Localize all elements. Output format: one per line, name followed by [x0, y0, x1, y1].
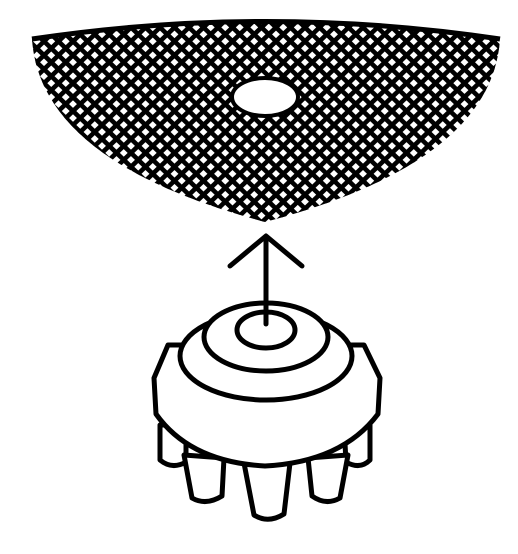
- mesh-line: [32, 21, 147, 222]
- mesh-line: [202, 21, 466, 222]
- mesh-line: [509, 0, 518, 250]
- base-leg-right: [305, 452, 351, 504]
- mesh-line: [32, 21, 162, 222]
- mesh-line: [32, 21, 205, 222]
- mesh-screen: [0, 0, 518, 250]
- mesh-line: [0, 0, 29, 250]
- mesh-line: [231, 21, 495, 222]
- mesh-line: [509, 0, 518, 250]
- spiked-base: [151, 300, 383, 522]
- mesh-line: [245, 21, 500, 222]
- mesh-line: [32, 21, 249, 222]
- mesh-center-hole: [230, 76, 300, 118]
- mesh-line: [32, 21, 118, 222]
- base-leg-center: [241, 460, 293, 522]
- mesh-screen-top-edge: [31, 19, 501, 42]
- mesh-line: [260, 21, 500, 222]
- mesh-line: [216, 21, 481, 222]
- mesh-line: [32, 21, 220, 222]
- arrow-head: [227, 233, 305, 269]
- mesh-line: [32, 21, 104, 222]
- mesh-line: [32, 21, 89, 222]
- mesh-line: [0, 0, 15, 250]
- mesh-line: [0, 0, 29, 250]
- mesh-line: [32, 21, 133, 222]
- mesh-line: [0, 0, 15, 250]
- base-leg-left: [181, 452, 227, 504]
- mesh-line: [32, 21, 234, 222]
- mesh-line: [187, 21, 452, 222]
